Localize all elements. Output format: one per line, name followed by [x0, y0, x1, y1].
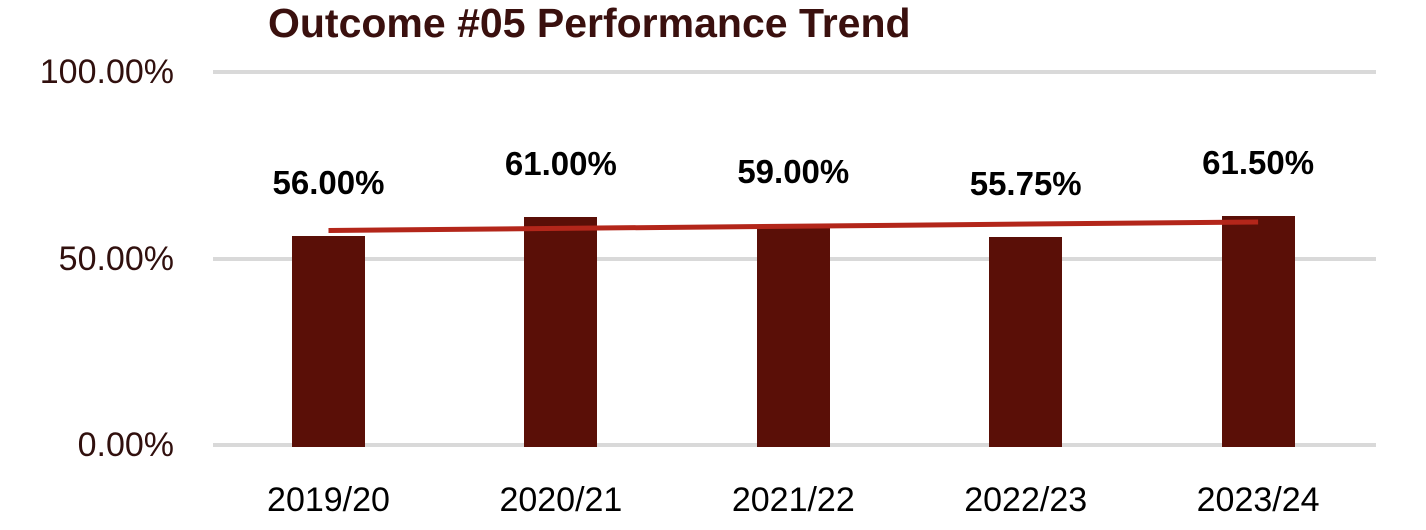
bar-value-label: 56.00% — [272, 164, 385, 202]
y-axis-tick-label: 100.00% — [39, 53, 174, 91]
x-axis-category-label: 2022/23 — [964, 481, 1088, 519]
bar-value-label: 59.00% — [737, 152, 850, 190]
y-axis-tick-label: 0.00% — [77, 426, 174, 464]
bar-2020-21 — [524, 217, 598, 447]
bar-2023-24 — [1221, 215, 1295, 447]
x-axis-category-label: 2020/21 — [499, 481, 623, 519]
chart-title: Outcome #05 Performance Trend — [268, 0, 911, 46]
bar-value-label: 61.50% — [1202, 143, 1315, 181]
x-axis-category-label: 2023/24 — [1196, 481, 1320, 519]
bar-2021-22 — [756, 224, 830, 447]
gridline-100 — [213, 70, 1376, 74]
y-axis-tick-label: 50.00% — [58, 239, 174, 278]
bar-2022-23 — [989, 237, 1063, 447]
bar-value-label: 61.00% — [504, 145, 617, 183]
x-axis-category-label: 2019/20 — [267, 481, 390, 519]
bar-2019-20 — [292, 236, 365, 447]
bar-value-label: 55.75% — [969, 165, 1082, 203]
x-axis-category-label: 2021/22 — [731, 481, 855, 519]
